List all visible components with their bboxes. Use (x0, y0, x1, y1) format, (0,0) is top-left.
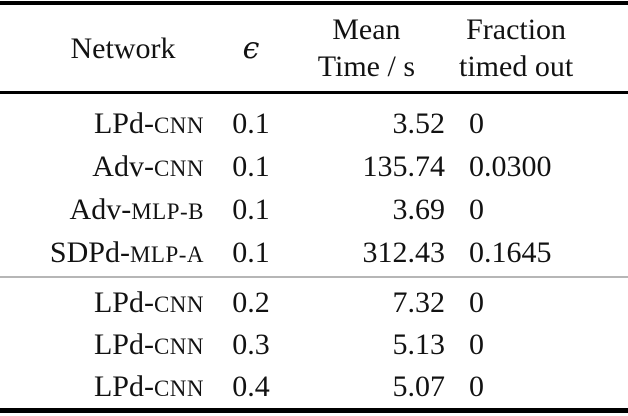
mean-time-cell: 5.13 (392, 328, 446, 361)
table-header-row: Network ϵ Mean Time / s Fraction timed o… (0, 5, 628, 91)
network-cell: LPd-cnn (93, 328, 204, 361)
header-network-label: Network (70, 31, 176, 65)
table-row: LPd-cnn 0.1 3.52 0 (0, 102, 628, 145)
network-cell: SDPd-mlp-a (49, 235, 204, 269)
mean-time-cell: 3.69 (392, 192, 446, 226)
table-header-rule (0, 91, 628, 94)
table-row: SDPd-mlp-a 0.1 312.43 0.1645 (0, 231, 628, 274)
header-network: Network (0, 30, 212, 67)
network-cell: LPd-cnn (93, 286, 204, 319)
table-row: LPd-cnn 0.2 7.32 0 (0, 282, 628, 324)
header-fraction-line1: Fraction (466, 13, 567, 46)
mean-time-cell: 5.07 (392, 370, 446, 403)
mean-time-cell: 312.43 (362, 235, 446, 269)
table-section-1: LPd-cnn 0.1 3.52 0 Adv-cnn 0.1 135.74 0.… (0, 94, 628, 274)
network-cell: Adv-cnn (92, 149, 204, 183)
table-mid-rule (0, 276, 628, 278)
table-section-2: LPd-cnn 0.2 7.32 0 LPd-cnn 0.3 5.13 0 LP… (0, 282, 628, 408)
network-cell: LPd-cnn (93, 106, 204, 140)
table-row: LPd-cnn 0.3 5.13 0 (0, 324, 628, 366)
mean-time-cell: 7.32 (392, 286, 446, 319)
fraction-cell: 0.1645 (469, 235, 552, 269)
fraction-cell: 0 (469, 192, 484, 226)
epsilon-cell: 0.1 (232, 106, 270, 140)
header-epsilon: ϵ (212, 30, 290, 67)
header-fraction: Fraction timed out (445, 11, 628, 85)
fraction-cell: 0 (469, 106, 484, 140)
epsilon-cell: 0.3 (232, 328, 270, 361)
table-row: LPd-cnn 0.4 5.07 0 (0, 366, 628, 408)
fraction-cell: 0 (469, 328, 484, 361)
header-fraction-line2: timed out (459, 50, 574, 83)
mean-time-cell: 135.74 (362, 149, 446, 183)
mean-time-cell: 3.52 (392, 106, 446, 140)
fraction-cell: 0 (469, 286, 484, 319)
epsilon-cell: 0.2 (232, 286, 270, 319)
epsilon-symbol: ϵ (242, 30, 260, 66)
table-top-rule (0, 1, 628, 5)
table-row: Adv-cnn 0.1 135.74 0.0300 (0, 145, 628, 188)
fraction-cell: 0.0300 (469, 149, 552, 183)
epsilon-cell: 0.4 (232, 370, 270, 403)
network-cell: Adv-mlp-b (69, 192, 204, 226)
epsilon-cell: 0.1 (232, 192, 270, 226)
header-mean-time-line2: Time / s (317, 50, 415, 83)
epsilon-cell: 0.1 (232, 235, 270, 269)
header-mean-time: Mean Time / s (290, 11, 445, 85)
header-mean-time-line1: Mean (332, 13, 401, 46)
table-bottom-rule (0, 408, 628, 413)
table-row: Adv-mlp-b 0.1 3.69 0 (0, 188, 628, 231)
network-cell: LPd-cnn (93, 370, 204, 403)
epsilon-cell: 0.1 (232, 149, 270, 183)
fraction-cell: 0 (469, 370, 484, 403)
